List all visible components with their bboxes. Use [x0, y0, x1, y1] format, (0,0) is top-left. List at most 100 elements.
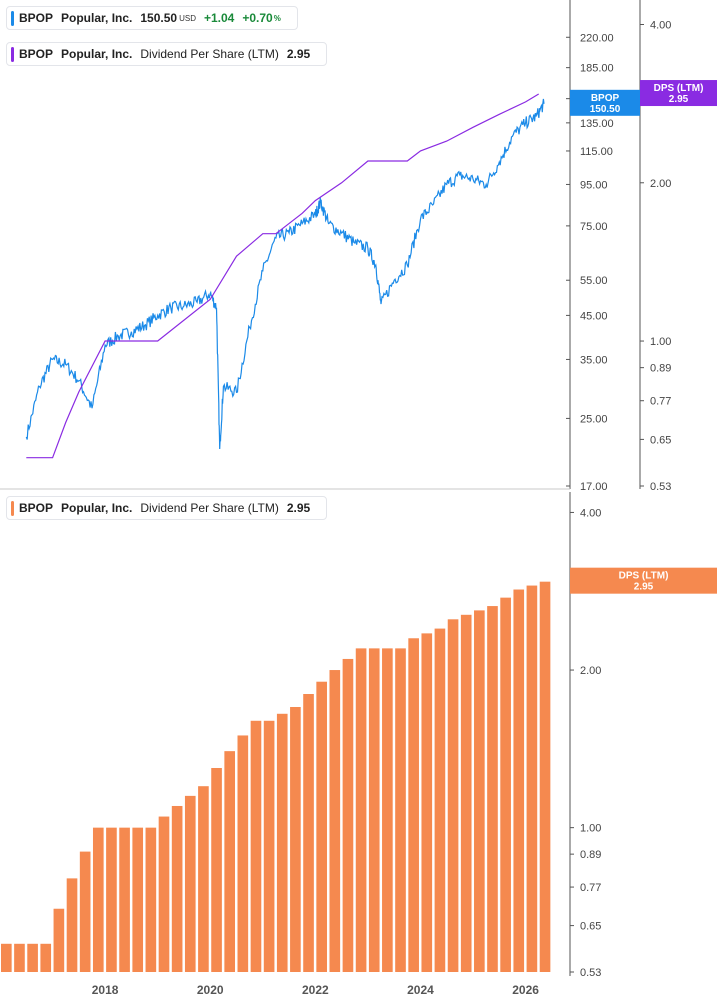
legend-dps-bottom-swatch — [11, 501, 14, 516]
dps-bar — [79, 851, 91, 972]
dps-bar — [408, 638, 419, 972]
dps-bar — [250, 720, 262, 972]
legend-currency: USD — [179, 13, 196, 23]
bar-last-label-bg — [570, 567, 717, 594]
legend-dps-bottom-metric: Dividend Per Share (LTM) — [140, 501, 279, 515]
dps-axis-tick-label: 0.77 — [650, 396, 671, 408]
dps-axis-tick-label: 2.00 — [650, 178, 671, 190]
dps-bar — [237, 735, 249, 972]
dps-bar — [329, 670, 341, 972]
price-last-label-line1: BPOP — [591, 93, 620, 104]
dps-bar — [40, 943, 52, 972]
dps-bar — [106, 827, 117, 972]
price-axis-tick-label: 220.00 — [580, 32, 614, 44]
x-axis-tick-label: 2022 — [302, 983, 329, 997]
dps-bar — [1, 943, 12, 972]
dps-bar — [342, 658, 354, 972]
dps-bar — [526, 585, 538, 972]
legend-dps-top[interactable]: BPOP Popular, Inc. Dividend Per Share (L… — [6, 42, 328, 66]
dps-bar — [66, 878, 78, 972]
dps-axis-tick-label: 4.00 — [650, 20, 671, 32]
dps-last-label-line2: 2.95 — [669, 94, 689, 105]
legend-dps-top-value: 2.95 — [286, 47, 311, 61]
dps-bar — [368, 648, 380, 972]
legend-dps-top-ticker: BPOP — [19, 47, 54, 61]
dps-bar — [500, 597, 511, 972]
dps-bar — [132, 827, 144, 972]
dps-bar — [211, 767, 222, 972]
dps-bar — [395, 648, 406, 972]
x-axis-tick-label: 2024 — [407, 983, 434, 997]
dps-axis-tick-label: 0.65 — [650, 434, 671, 446]
bar-axis-tick-label: 0.65 — [580, 921, 601, 933]
bar-last-label-line1: DPS (LTM) — [619, 571, 669, 582]
legend-dps-bottom-ticker: BPOP — [19, 501, 54, 515]
legend-dps-top-company: Popular, Inc. — [61, 47, 133, 61]
dps-bar — [119, 827, 130, 972]
price-last-label-line2: 150.50 — [590, 104, 621, 115]
dps-bar — [171, 805, 183, 972]
dps-bar — [421, 633, 433, 972]
bar-axis-tick-label: 1.00 — [580, 823, 601, 835]
dps-bar — [145, 827, 157, 972]
dps-axis-tick-label: 1.00 — [650, 336, 671, 348]
legend-price-value: 150.50 — [140, 11, 178, 25]
dps-bar — [290, 706, 301, 972]
dps-bar — [224, 751, 236, 972]
dps-bar — [184, 795, 196, 972]
dps-last-label-line1: DPS (LTM) — [654, 83, 704, 94]
price-axis-tick-label: 135.00 — [580, 118, 614, 130]
price-axis-tick-label: 55.00 — [580, 275, 608, 287]
price-axis-tick-label: 75.00 — [580, 221, 608, 233]
price-axis-tick-label: 17.00 — [580, 481, 608, 493]
bar-axis-tick-label: 0.89 — [580, 849, 601, 861]
legend-ticker: BPOP — [19, 11, 54, 25]
price-axis-tick-label: 25.00 — [580, 413, 608, 425]
legend-dps-top-metric: Dividend Per Share (LTM) — [140, 47, 279, 61]
price-axis-tick-label: 185.00 — [580, 63, 614, 75]
dps-last-label-bg — [640, 80, 717, 107]
dps-bar — [53, 908, 65, 972]
legend-company: Popular, Inc. — [61, 11, 133, 25]
legend-dps-bottom-company: Popular, Inc. — [61, 501, 133, 515]
legend-price-swatch — [11, 11, 14, 26]
bar-axis-tick-label: 2.00 — [580, 665, 601, 677]
dps-bar — [158, 816, 170, 972]
price-last-label-bg — [570, 89, 640, 116]
legend-price[interactable]: BPOP Popular, Inc. 150.50 USD +1.04 +0.7… — [6, 6, 298, 30]
price-axis-tick-label: 115.00 — [580, 146, 613, 158]
dps-bar — [27, 943, 38, 972]
dps-bar — [513, 589, 525, 972]
dps-line — [26, 93, 540, 459]
dps-bar — [434, 628, 446, 972]
price-axis-tick-label: 95.00 — [580, 179, 608, 191]
dps-bar — [487, 606, 498, 972]
legend-change: +1.04 — [203, 11, 235, 25]
dps-bar — [14, 943, 25, 972]
x-axis-tick-label: 2018 — [92, 983, 119, 997]
x-axis-tick-label: 2020 — [197, 983, 224, 997]
bar-axis-tick-label: 0.53 — [580, 967, 601, 979]
dps-bar — [474, 610, 485, 972]
price-axis-tick-label: 45.00 — [580, 310, 608, 322]
legend-pct-symbol: % — [273, 13, 281, 23]
x-axis-tick-label: 2026 — [512, 983, 539, 997]
dps-axis-tick-label: 0.53 — [650, 481, 671, 493]
dps-bar — [539, 581, 551, 972]
dps-bar — [263, 720, 275, 972]
legend-dps-bottom-value: 2.95 — [286, 501, 311, 515]
dps-bar — [276, 713, 288, 972]
legend-dps-bottom[interactable]: BPOP Popular, Inc. Dividend Per Share (L… — [6, 496, 328, 520]
dps-bar — [303, 694, 314, 972]
legend-change-pct: +0.70 — [242, 11, 273, 25]
dps-bar — [92, 827, 104, 972]
bar-axis-tick-label: 0.77 — [580, 882, 601, 894]
dps-bar — [460, 614, 472, 972]
dps-bar — [382, 648, 393, 972]
dps-axis-tick-label: 0.89 — [650, 363, 671, 375]
bar-last-label-line2: 2.95 — [634, 582, 654, 593]
dps-bar — [447, 619, 459, 972]
legend-dps-top-swatch — [11, 47, 14, 62]
dps-bar — [198, 786, 209, 972]
